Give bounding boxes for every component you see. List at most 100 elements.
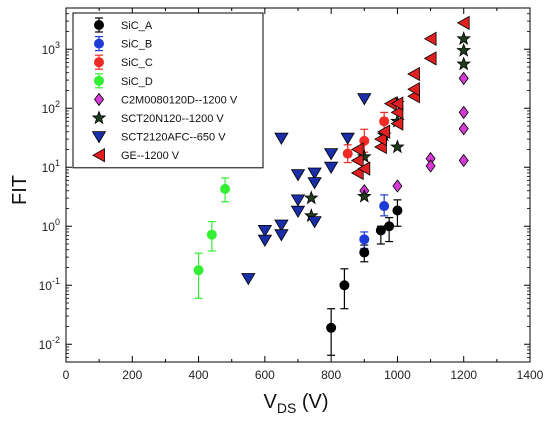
x-axis-title-main: V: [263, 391, 277, 413]
y-tick-label: 10-1: [39, 276, 60, 293]
x-tick-label: 800: [321, 368, 341, 382]
y-tick-label: 10-2: [39, 335, 60, 352]
legend-marker: [91, 131, 107, 144]
legend-marker: [94, 38, 104, 49]
x-axis-title-sub: DS: [277, 400, 296, 416]
legend-entry-sic-d: SiC_D: [94, 73, 153, 89]
point-sct2120afc-650-v-3: [274, 219, 289, 232]
point-c2m0080120d-1200-v-6: [458, 105, 469, 120]
legend-marker: [92, 148, 105, 163]
error-bar-sic-d-0: [194, 252, 203, 299]
legend-label: SCT20N120--1200 V: [121, 113, 224, 125]
y-tick-label: 101: [42, 158, 60, 175]
legend-entry-sic-a: SiC_A: [94, 17, 153, 33]
point-sct2120afc-650-v-0: [241, 273, 256, 286]
point-sct2120afc-650-v-10: [307, 177, 322, 190]
point-sct2120afc-650-v-11: [307, 216, 322, 229]
point-sic-d-1: [206, 229, 217, 240]
legend-marker: [94, 75, 104, 86]
legend-entry-sct20n120-1200-v: SCT20N120--1200 V: [91, 110, 224, 125]
point-sct2120afc-650-v-1: [257, 224, 273, 238]
point-ge-1200-v-8: [390, 116, 404, 131]
legend-entry-sct2120afc-650-v: SCT2120AFC--650 V: [91, 131, 226, 144]
point-c2m0080120d-1200-v-7: [458, 71, 469, 86]
legend-entry-sic-c: SiC_C: [94, 54, 153, 70]
point-ge-1200-v-15: [423, 31, 437, 46]
point-ge-1200-v-14: [423, 51, 437, 66]
data-layer: [193, 15, 472, 356]
x-axis-title-unit: (V): [296, 391, 328, 413]
x-tick-label: 1000: [384, 368, 411, 382]
point-sct20n120-1200-v-8: [456, 31, 472, 46]
point-c2m0080120d-1200-v-3: [425, 159, 436, 173]
x-tick-label: 1400: [517, 368, 544, 382]
x-tick-label: 400: [189, 368, 209, 382]
legend-marker: [91, 110, 107, 125]
point-c2m0080120d-1200-v-5: [458, 122, 469, 136]
point-ge-1200-v-2: [350, 142, 364, 157]
point-c2m0080120d-1200-v-1: [392, 179, 403, 193]
legend-entry-c2m0080120d-1200-v: C2M0080120D--1200 V: [94, 92, 238, 107]
point-sct2120afc-650-v-8: [290, 205, 306, 218]
y-tick-label: 100: [42, 217, 60, 234]
point-ge-1200-v-3: [357, 161, 371, 176]
point-sct20n120-1200-v-10: [456, 56, 472, 71]
point-sct20n120-1200-v-0: [303, 190, 319, 205]
point-sct2120afc-650-v-4: [274, 229, 289, 242]
legend-entry-sic-b: SiC_B: [94, 35, 152, 52]
legend-label: SiC_A: [121, 20, 153, 32]
point-sct2120afc-650-v-12: [323, 148, 339, 161]
point-ge-1200-v-10: [390, 96, 404, 111]
point-sct2120afc-650-v-6: [290, 194, 306, 207]
legend-label: GE--1200 V: [121, 150, 180, 162]
point-sct20n120-1200-v-9: [456, 42, 472, 57]
legend-marker: [94, 57, 104, 68]
point-sic-d-2: [220, 183, 231, 194]
legend-label: C2M0080120D--1200 V: [121, 94, 238, 106]
legend-label: SiC_C: [121, 57, 153, 69]
point-sct2120afc-650-v-9: [307, 167, 322, 180]
point-sic-c-0: [342, 148, 353, 159]
point-sic-b-1: [379, 201, 390, 212]
legend-label: SCT2120AFC--650 V: [121, 132, 226, 144]
point-sct2120afc-650-v-2: [257, 234, 273, 247]
point-sic-c-2: [379, 116, 390, 127]
point-ge-1200-v-16: [456, 15, 470, 31]
legend-marker: [94, 92, 104, 107]
point-ge-1200-v-9: [390, 105, 404, 120]
y-tick-label: 102: [42, 99, 60, 116]
point-sic-a-2: [359, 247, 370, 258]
legend-label: SiC_D: [121, 76, 153, 88]
point-sic-a-1: [339, 280, 350, 291]
y-tick-label: 103: [42, 40, 60, 57]
y-axis-title: FIT: [9, 175, 31, 205]
point-ge-1200-v-12: [407, 82, 420, 97]
point-sic-a-3: [375, 225, 386, 236]
x-tick-label: 1200: [450, 368, 477, 382]
point-sct2120afc-650-v-7: [290, 169, 306, 182]
axes: 0 200 400 600 800 1000 1200 1400 10-2 10-1 100 101 1…: [39, 7, 544, 382]
point-sic-a-4: [384, 221, 395, 232]
point-sic-a-5: [392, 205, 403, 216]
legend-marker: [94, 20, 104, 30]
point-sct20n120-1200-v-5: [390, 139, 405, 154]
point-sct2120afc-650-v-13: [323, 161, 339, 174]
point-sic-d-0: [193, 265, 204, 276]
legend-label: SiC_B: [121, 39, 152, 51]
point-ge-1200-v-5: [374, 131, 387, 147]
legend-box: [72, 12, 264, 169]
point-sct2120afc-650-v-5: [274, 132, 289, 145]
x-tick-label: 600: [255, 368, 275, 382]
point-sct2120afc-650-v-15: [357, 93, 372, 106]
point-sic-a-0: [326, 322, 337, 333]
point-sic-b-0: [359, 234, 370, 245]
legend-entry-ge-1200-v: GE--1200 V: [92, 148, 180, 163]
point-sct20n120-1200-v-2: [356, 188, 372, 203]
point-c2m0080120d-1200-v-4: [458, 153, 469, 168]
point-ge-1200-v-13: [407, 66, 420, 82]
point-sct20n120-1200-v-3: [356, 149, 372, 164]
x-tick-label: 0: [63, 368, 70, 382]
point-ge-1200-v-6: [377, 124, 391, 139]
point-ge-1200-v-1: [350, 153, 364, 168]
